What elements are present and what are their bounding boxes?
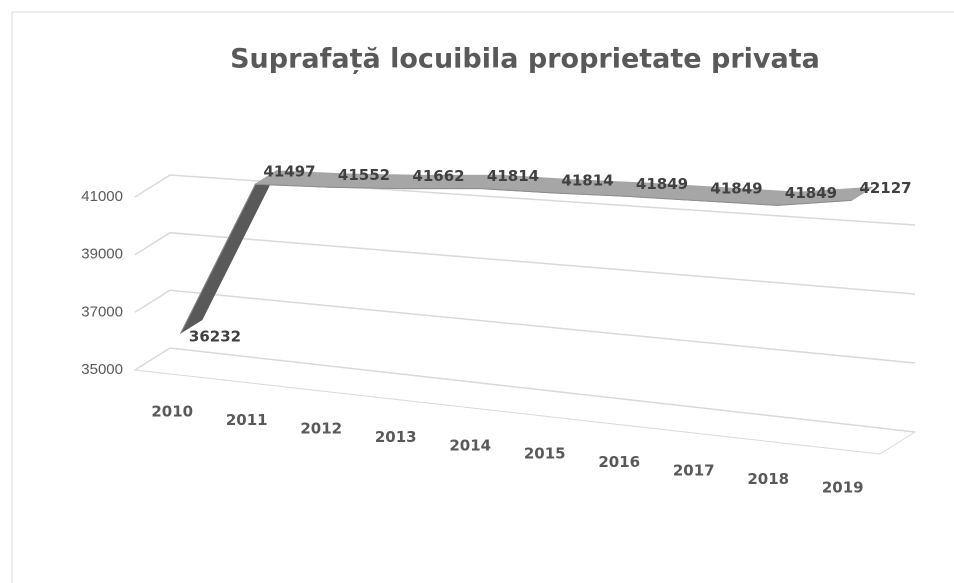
grid-line [134, 231, 916, 295]
data-label: 36232 [189, 327, 241, 345]
chart-title: Suprafață locuibila proprietate privata [230, 44, 820, 75]
data-label: 41497 [263, 163, 315, 181]
y-tick-label: 37000 [81, 303, 123, 320]
data-label: 41849 [785, 184, 837, 202]
x-tick-label: 2010 [151, 403, 193, 421]
grid-line [134, 174, 916, 226]
x-tick-label: 2013 [375, 428, 417, 446]
x-tick-label: 2017 [673, 462, 715, 480]
y-tick-label: 35000 [81, 361, 123, 378]
data-label: 42127 [859, 179, 911, 197]
chart-frame [11, 11, 954, 583]
data-label: 41814 [487, 167, 539, 185]
data-label: 41849 [636, 175, 688, 193]
x-tick-label: 2018 [747, 470, 789, 488]
data-label: 41552 [338, 166, 390, 184]
x-tick-label: 2014 [449, 436, 491, 454]
x-tick-label: 2015 [524, 445, 566, 463]
grid-line [134, 289, 916, 364]
line [180, 183, 852, 334]
x-tick-label: 2016 [598, 453, 640, 471]
x-tick-label: 2012 [300, 420, 342, 438]
y-tick-label: 39000 [81, 246, 123, 263]
x-tick-label: 2011 [226, 411, 268, 429]
data-label: 41814 [561, 171, 613, 189]
x-tick-label: 2019 [822, 478, 864, 496]
data-label: 41849 [710, 179, 762, 197]
data-label: 41662 [412, 167, 464, 185]
y-tick-label: 41000 [81, 188, 123, 205]
grid-line [134, 347, 916, 433]
